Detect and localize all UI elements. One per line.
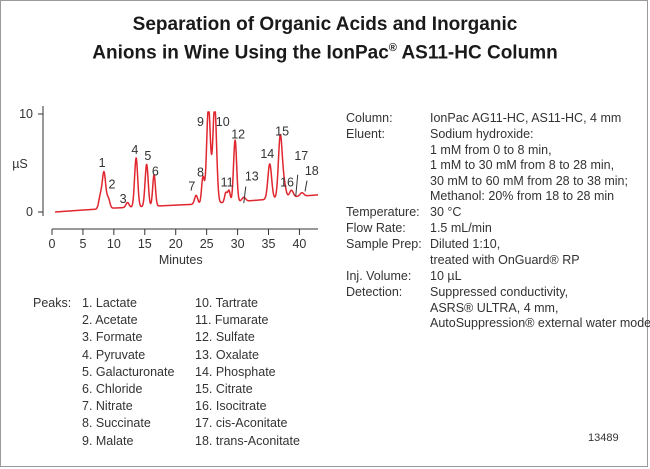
- peak-list-item: 12. Sulfate: [195, 330, 255, 345]
- peak-label: 17: [294, 149, 308, 163]
- peak-label: 14: [260, 147, 274, 161]
- peaks-heading: Peaks:: [33, 296, 72, 310]
- peak-label: 4: [131, 143, 138, 157]
- peak-list-item: 4. Pyruvate: [82, 347, 146, 362]
- condition-label: Eluent:: [346, 127, 385, 141]
- figure-title-line1: Separation of Organic Acids and Inorgani…: [132, 14, 518, 35]
- y-tick-label: 10: [19, 107, 33, 121]
- condition-label: Flow Rate:: [346, 221, 406, 236]
- peak-label: 7: [188, 179, 195, 193]
- document-number: 13489: [588, 432, 619, 444]
- peak-label: 1: [99, 156, 106, 170]
- condition-value: 1.5 mL/min: [430, 221, 492, 236]
- title-line2-suffix: AS11-HC Column: [396, 42, 558, 64]
- peak-leader-line: [304, 180, 308, 192]
- condition-value: treated with OnGuard® RP: [430, 253, 580, 267]
- condition-label: Temperature:: [346, 205, 420, 220]
- peak-list-item: 7. Nitrate: [82, 399, 133, 414]
- peak-label: 10: [216, 115, 230, 129]
- peak-list-item: 14. Phosphate: [195, 364, 276, 379]
- chromatogram-trace: [54, 111, 319, 213]
- peak-label: 2: [109, 177, 116, 191]
- y-axis-label: µS: [12, 157, 28, 171]
- peak-label: 9: [197, 115, 204, 129]
- condition-value: Suppressed conductivity,: [430, 285, 569, 299]
- peak-label: 12: [231, 128, 245, 142]
- peak-label: 15: [275, 125, 289, 139]
- condition-value: Methanol: 20% from 18 to 28 min: [430, 189, 615, 204]
- y-tick-label: 0: [26, 205, 33, 219]
- peak-label: 5: [144, 149, 151, 163]
- peak-label: 3: [120, 192, 127, 206]
- x-tick-label: 0: [49, 237, 56, 251]
- peak-list-item: 17. cis-Aconitate: [195, 416, 288, 431]
- condition-value: Sodium hydroxide:: [430, 127, 534, 141]
- x-tick-label: 20: [169, 237, 183, 251]
- x-tick-label: 40: [292, 237, 306, 251]
- condition-label: Sample Prep:: [346, 237, 422, 252]
- x-tick-label: 15: [138, 237, 152, 251]
- peak-label: 11: [221, 176, 234, 190]
- peak-list-item: 18. trans-Aconitate: [195, 433, 300, 448]
- condition-value: 1 mM to 30 mM from 8 to 28 min,: [430, 158, 615, 173]
- peak-list-item: 2. Acetate: [82, 313, 138, 328]
- peak-leader-line: [243, 186, 247, 204]
- title-line2-prefix: Anions in Wine Using the IonPac: [92, 42, 389, 64]
- condition-value: 30 °C: [430, 205, 462, 220]
- peak-list-item: 15. Citrate: [195, 382, 253, 396]
- x-axis-label: Minutes: [159, 253, 203, 267]
- x-tick-label: 10: [107, 237, 121, 251]
- x-tick-label: 5: [79, 237, 86, 251]
- peak-list-item: 8. Succinate: [82, 416, 151, 431]
- condition-value: 10 µL: [430, 269, 462, 283]
- condition-label: Inj. Volume:: [346, 269, 412, 283]
- peak-list-item: 13. Oxalate: [195, 347, 259, 362]
- condition-value: 1 mM from 0 to 8 min,: [430, 142, 552, 157]
- condition-value: IonPac AG11-HC, AS11-HC, 4 mm: [430, 111, 622, 125]
- condition-value: AutoSuppression® external water mode: [430, 316, 650, 331]
- condition-value: 30 mM to 60 mM from 28 to 38 min;: [430, 173, 628, 188]
- peak-label: 6: [152, 165, 159, 179]
- peak-label: 16: [280, 176, 294, 190]
- peak-leader-line: [295, 174, 299, 197]
- figure-title-line2: Anions in Wine Using the IonPac® AS11-HC…: [0, 42, 650, 64]
- registered-mark: ®: [388, 42, 397, 54]
- peak-list-item: 11. Fumarate: [195, 313, 269, 328]
- condition-label: Detection:: [346, 285, 403, 299]
- peak-list-item: 10. Tartrate: [195, 296, 259, 310]
- condition-value: ASRS® ULTRA, 4 mm,: [430, 300, 559, 315]
- peak-list-item: 9. Malate: [82, 433, 134, 448]
- x-tick-label: 25: [200, 237, 214, 251]
- peak-label: 13: [245, 170, 259, 184]
- peak-list-item: 5. Galacturonate: [82, 364, 175, 379]
- condition-label: Column:: [346, 111, 393, 125]
- peak-list-item: 3. Formate: [82, 330, 143, 345]
- peak-label: 8: [197, 166, 204, 180]
- condition-value: Diluted 1:10,: [430, 237, 501, 252]
- x-tick-label: 35: [262, 237, 276, 251]
- x-tick-label: 30: [231, 237, 245, 251]
- peak-list-item: 1. Lactate: [82, 296, 137, 310]
- peak-list-item: 6. Chloride: [82, 382, 143, 396]
- peak-list-item: 16. Isocitrate: [195, 399, 267, 414]
- peak-label: 18: [305, 164, 319, 178]
